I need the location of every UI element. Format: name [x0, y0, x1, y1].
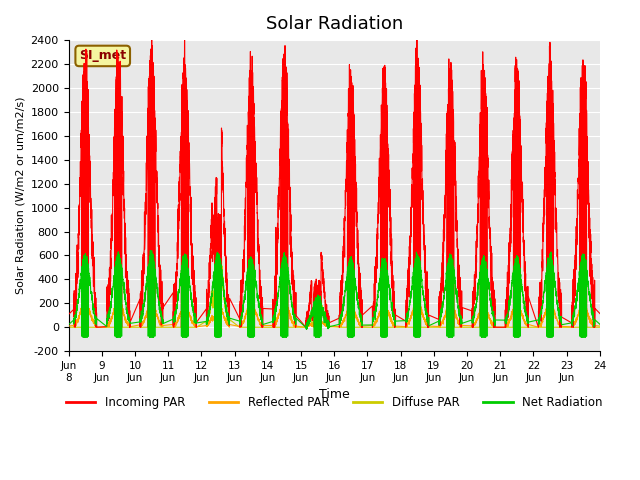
- Text: SI_met: SI_met: [79, 49, 126, 62]
- X-axis label: Time: Time: [319, 388, 349, 401]
- Legend: Incoming PAR, Reflected PAR, Diffuse PAR, Net Radiation: Incoming PAR, Reflected PAR, Diffuse PAR…: [61, 391, 607, 414]
- Title: Solar Radiation: Solar Radiation: [266, 15, 403, 33]
- Y-axis label: Solar Radiation (W/m2 or um/m2/s): Solar Radiation (W/m2 or um/m2/s): [15, 97, 25, 294]
